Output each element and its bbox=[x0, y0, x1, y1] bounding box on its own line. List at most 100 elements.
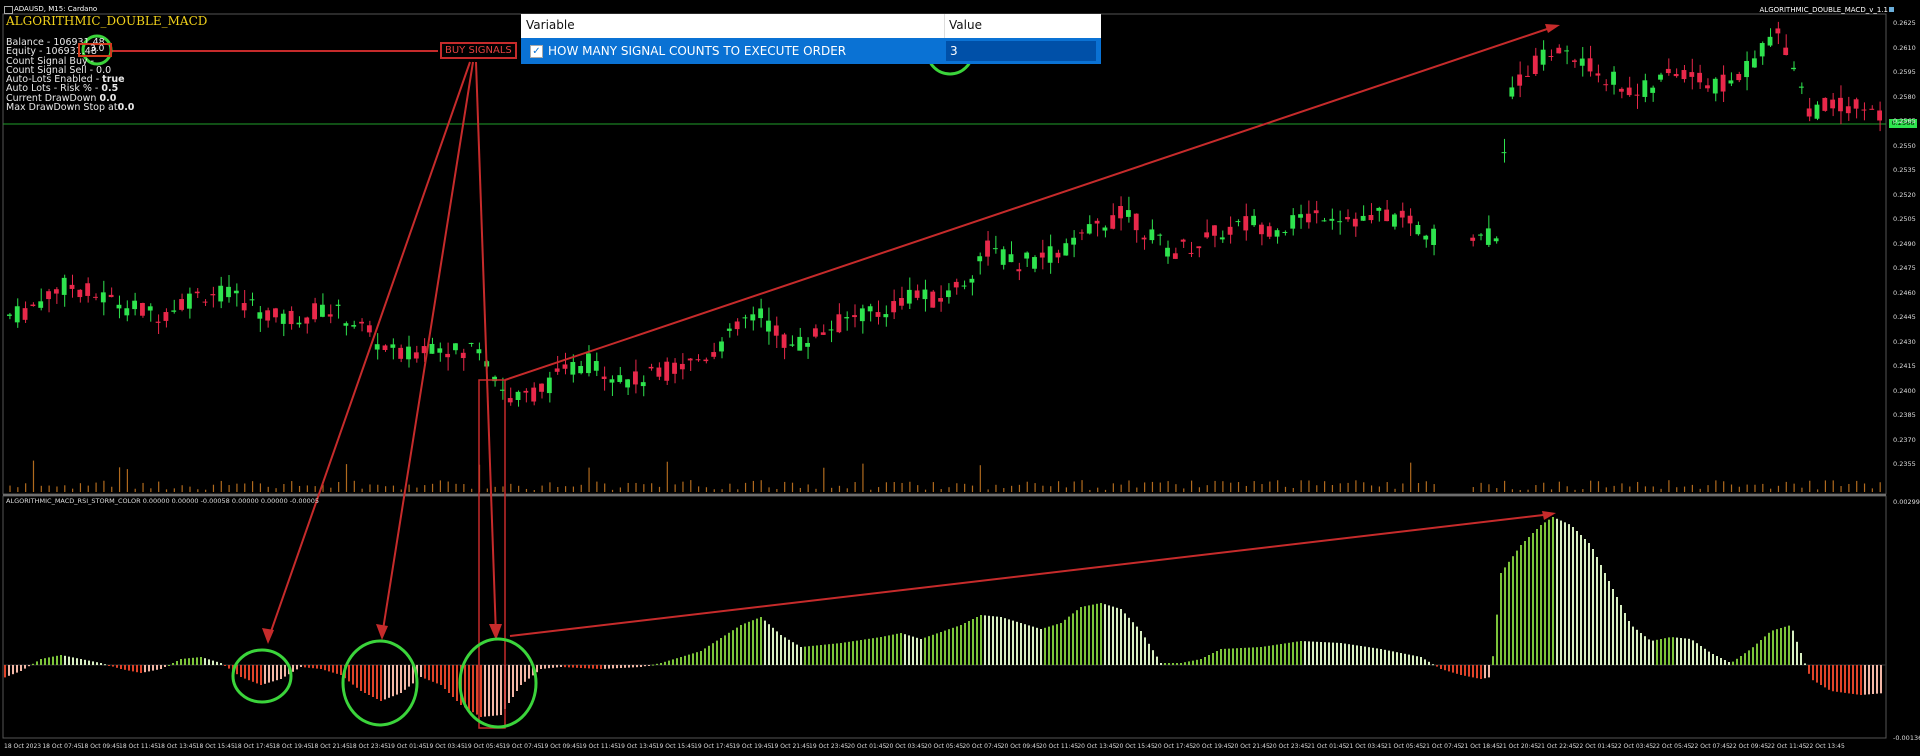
histogram-bar bbox=[648, 665, 650, 666]
volume-bar bbox=[40, 485, 42, 492]
volume-bar bbox=[1550, 489, 1553, 492]
histogram-bar bbox=[1436, 665, 1438, 667]
candle-body bbox=[7, 314, 12, 316]
sub-axis-top: 0.00299 bbox=[1893, 498, 1920, 506]
candle-body bbox=[61, 277, 67, 295]
candle-body bbox=[1572, 60, 1577, 62]
header-value: Value bbox=[949, 18, 982, 32]
candle-body bbox=[820, 332, 826, 335]
row-value-field[interactable]: 3 bbox=[946, 41, 1096, 61]
histogram-bar bbox=[1252, 647, 1254, 665]
histogram-bar bbox=[736, 627, 738, 665]
histogram-bar bbox=[516, 665, 518, 691]
histogram-bar bbox=[1232, 648, 1234, 665]
checkbox-icon[interactable]: ✓ bbox=[530, 45, 543, 58]
volume-bar bbox=[244, 483, 246, 492]
volume-bar bbox=[1026, 481, 1028, 492]
volume-bar bbox=[1738, 486, 1740, 492]
histogram-bar bbox=[1592, 549, 1594, 665]
histogram-bar bbox=[256, 665, 258, 684]
candle-body bbox=[593, 361, 599, 371]
volume-bar bbox=[1691, 484, 1693, 492]
volume-bar bbox=[713, 489, 715, 492]
candle-body bbox=[539, 383, 544, 392]
time-tick: 21 Oct 01:45 bbox=[1307, 743, 1347, 750]
histogram-bar bbox=[152, 665, 154, 671]
histogram-bar bbox=[596, 665, 598, 669]
histogram-bar bbox=[1500, 573, 1502, 665]
histogram-bar bbox=[1728, 662, 1730, 665]
volume-bar bbox=[1637, 481, 1639, 492]
volume-bar bbox=[48, 485, 50, 492]
candle-body bbox=[1626, 87, 1632, 96]
histogram-bar bbox=[1388, 650, 1390, 665]
histogram-bar bbox=[860, 640, 862, 665]
histogram-bar bbox=[1524, 541, 1526, 665]
histogram-bar bbox=[336, 665, 338, 674]
histogram-bar bbox=[176, 661, 178, 665]
histogram-bar bbox=[68, 656, 70, 665]
candle-body bbox=[742, 317, 748, 319]
candle-body bbox=[1634, 94, 1640, 96]
histogram-bar bbox=[376, 665, 378, 699]
settings-row-signal-count[interactable]: ✓ HOW MANY SIGNAL COUNTS TO EXECUTE ORDE… bbox=[521, 38, 1101, 64]
candle-body bbox=[46, 291, 51, 300]
histogram-bar bbox=[412, 665, 414, 684]
histogram-bar bbox=[1552, 517, 1554, 665]
histogram-bar bbox=[72, 657, 74, 665]
volume-bar bbox=[447, 481, 449, 492]
volume-bar bbox=[1284, 486, 1287, 492]
histogram-bar bbox=[1264, 646, 1266, 665]
histogram-bar bbox=[1860, 665, 1862, 695]
histogram-bar bbox=[636, 665, 638, 668]
volume-bar bbox=[799, 487, 801, 492]
volume-bar bbox=[1793, 483, 1795, 492]
histogram-bar bbox=[1628, 621, 1630, 665]
histogram-bar bbox=[1636, 629, 1638, 665]
histogram-bar bbox=[1532, 533, 1534, 665]
volume-bar bbox=[1425, 481, 1427, 492]
candle-body bbox=[1556, 47, 1562, 54]
histogram-bar bbox=[912, 636, 914, 665]
settings-panel[interactable]: Variable Value ✓ HOW MANY SIGNAL COUNTS … bbox=[521, 14, 1101, 64]
histogram-bar bbox=[372, 665, 374, 697]
candle-body bbox=[468, 342, 474, 344]
histogram-bar bbox=[804, 646, 806, 665]
candle-body bbox=[1665, 68, 1671, 74]
time-tick: 19 Oct 13:45 bbox=[617, 743, 657, 750]
histogram-bar bbox=[996, 616, 998, 665]
candle-body bbox=[1180, 239, 1186, 242]
histogram-bar bbox=[508, 665, 510, 703]
volume-bar bbox=[956, 483, 958, 492]
histogram-bar bbox=[1300, 641, 1302, 665]
histogram-bar bbox=[116, 665, 118, 668]
candle-body bbox=[366, 325, 372, 333]
histogram-bar bbox=[144, 665, 146, 673]
histogram-bar bbox=[1620, 605, 1622, 665]
histogram-bar bbox=[1824, 665, 1826, 688]
histogram-bar bbox=[1164, 663, 1166, 665]
histogram-bar bbox=[584, 665, 586, 669]
volume-bar bbox=[486, 488, 488, 492]
histogram-bar bbox=[1392, 651, 1394, 665]
volume-bar bbox=[1144, 482, 1146, 492]
histogram-bar bbox=[1308, 641, 1310, 665]
histogram-bar bbox=[1072, 613, 1074, 665]
candle-body bbox=[1493, 238, 1499, 242]
volume-bar bbox=[314, 486, 316, 492]
histogram-bar bbox=[1236, 648, 1238, 665]
volume-bar bbox=[846, 488, 848, 492]
time-tick: 19 Oct 07:45 bbox=[502, 743, 542, 750]
volume-bar bbox=[87, 485, 89, 492]
candle-body bbox=[1094, 220, 1100, 224]
candle-body bbox=[1509, 87, 1515, 97]
volume-bar bbox=[1222, 481, 1224, 492]
histogram-bar bbox=[720, 638, 722, 665]
histogram-bar bbox=[1172, 663, 1174, 665]
histogram-bar bbox=[696, 652, 698, 665]
histogram-bar bbox=[1448, 665, 1450, 672]
volume-bar bbox=[1832, 480, 1834, 492]
volume-bar bbox=[1253, 481, 1255, 492]
volume-bar bbox=[643, 484, 645, 492]
